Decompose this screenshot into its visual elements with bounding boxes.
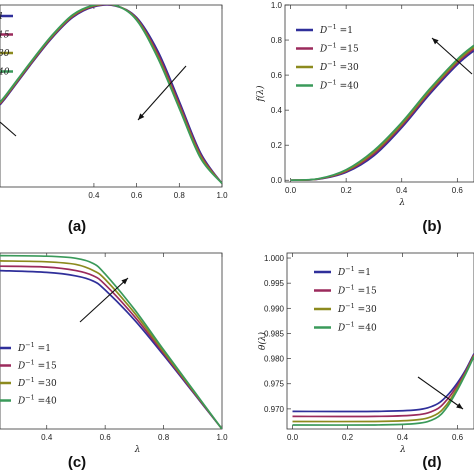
y-tick-label: 1.0 bbox=[271, 1, 283, 10]
x-tick-label: 0.8 bbox=[174, 191, 186, 200]
legend-entry: D−1 =40 bbox=[319, 79, 359, 92]
legend-entry: D−1 =1 bbox=[337, 265, 371, 278]
x-tick-label: 0.2 bbox=[341, 186, 353, 195]
legend: D−1 =1 D−1 =15 D−1 =30 D−1 =40 bbox=[0, 341, 57, 407]
series-line-2 bbox=[0, 5, 222, 184]
series-line-4 bbox=[290, 44, 474, 182]
y-tick-label: 0.975 bbox=[264, 380, 285, 389]
x-tick-label: 0.4 bbox=[88, 191, 100, 200]
trend-arrow bbox=[417, 376, 464, 410]
plot-frame bbox=[0, 4, 223, 188]
y-tick-label: 0.4 bbox=[271, 106, 283, 115]
series-line-1 bbox=[292, 353, 474, 413]
y-tick-label: 1.000 bbox=[264, 254, 285, 263]
legend-entry: 30 bbox=[0, 49, 10, 59]
x-axis-label: λ bbox=[134, 445, 141, 455]
x-tick-label: 1.0 bbox=[216, 433, 228, 442]
panel-label: (d) bbox=[422, 454, 441, 471]
y-axis-label: f(λ) bbox=[255, 85, 266, 103]
x-tick-label: 0.8 bbox=[158, 433, 170, 442]
panel-a: 0.4 0.6 0.8 1.0 1 15 30 40 (a) bbox=[0, 4, 228, 235]
arrow-head bbox=[432, 38, 439, 45]
legend-entry: D−1 =15 bbox=[17, 359, 57, 372]
plot-frame bbox=[284, 4, 474, 183]
x-tick-label: 0.6 bbox=[452, 186, 464, 195]
series-line-4 bbox=[0, 5, 222, 184]
trend-arrow bbox=[431, 37, 473, 75]
x-tick-label: 0.6 bbox=[100, 433, 112, 442]
series-line-1 bbox=[0, 269, 222, 429]
legend-entry: D−1 =1 bbox=[319, 23, 353, 36]
series-line-3 bbox=[290, 46, 474, 182]
x-tick-label: 0.4 bbox=[396, 186, 408, 195]
legend-entry: 1 bbox=[0, 12, 4, 22]
legend-entry: 40 bbox=[0, 68, 10, 78]
x-tick-label: 1.0 bbox=[216, 191, 228, 200]
arrow-head bbox=[456, 403, 463, 409]
legend-entry: D−1 =1 bbox=[17, 341, 51, 354]
legend: D−1 =1 D−1 =15 D−1 =30 D−1 =40 bbox=[314, 265, 377, 334]
series-line-1 bbox=[0, 5, 222, 184]
y-tick-label: 0.970 bbox=[264, 405, 285, 414]
series-line-4 bbox=[0, 254, 222, 429]
trend-arrow bbox=[79, 277, 129, 323]
panel-label: (a) bbox=[68, 218, 86, 235]
arrow-head bbox=[138, 113, 145, 120]
series-line-3 bbox=[0, 5, 222, 184]
y-axis-label: θ(λ) bbox=[257, 331, 268, 350]
x-tick-label: 0.0 bbox=[285, 186, 297, 195]
legend-entry: D−1 =40 bbox=[17, 394, 57, 407]
x-tick-label: 0.6 bbox=[452, 433, 464, 442]
x-tick-label: 0.6 bbox=[131, 191, 143, 200]
panel-c: 0.4 0.6 0.8 1.0 λ D−1 =1 D−1 =15 D−1 =30 D−1 =40… bbox=[0, 252, 228, 471]
y-tick-label: 0.0 bbox=[271, 176, 283, 185]
y-tick-label: 0.980 bbox=[264, 355, 285, 364]
y-tick-label: 0.995 bbox=[264, 279, 285, 288]
y-tick-label: 0.2 bbox=[271, 141, 283, 150]
y-tick-label: 0.6 bbox=[271, 71, 283, 80]
trend-arrow bbox=[137, 65, 187, 121]
x-tick-label: 0.0 bbox=[287, 433, 299, 442]
legend-entry: D−1 =40 bbox=[337, 321, 377, 334]
x-tick-label: 0.2 bbox=[342, 433, 354, 442]
y-tick-label: 0.985 bbox=[264, 329, 285, 338]
plot-frame bbox=[286, 252, 474, 430]
panel-label: (b) bbox=[422, 218, 441, 235]
panel-label: (c) bbox=[68, 454, 86, 471]
arrow-head bbox=[121, 278, 128, 285]
legend-entry: D−1 =30 bbox=[319, 60, 359, 73]
y-tick-label: 0.990 bbox=[264, 304, 285, 313]
series-line-2 bbox=[290, 48, 474, 182]
legend-entry: D−1 =30 bbox=[17, 376, 57, 389]
x-axis-label: λ bbox=[398, 198, 405, 208]
legend-entry: D−1 =15 bbox=[319, 42, 359, 55]
legend-entry: 15 bbox=[0, 31, 10, 41]
x-tick-label: 0.4 bbox=[41, 433, 53, 442]
legend: D−1 =1 D−1 =15 D−1 =30 D−1 =40 bbox=[296, 23, 359, 92]
plot-frame bbox=[0, 252, 223, 430]
x-axis-label: λ bbox=[399, 445, 406, 455]
legend: 1 15 30 40 bbox=[0, 12, 13, 78]
trend-arrow bbox=[0, 121, 17, 137]
legend-entry: D−1 =30 bbox=[337, 302, 377, 315]
x-tick-label: 0.4 bbox=[397, 433, 409, 442]
panel-b: 0.0 0.2 0.4 0.6 0.0 0.2 0.4 0.6 0.8 1.0 λ f(λ) D−1 =… bbox=[255, 1, 474, 235]
y-tick-label: 0.8 bbox=[271, 36, 283, 45]
panel-d: 0.0 0.2 0.4 0.6 0.970 0.975 0.980 0.985 0.990 0.9… bbox=[257, 252, 474, 471]
legend-entry: D−1 =15 bbox=[337, 284, 377, 297]
series-line-4 bbox=[292, 356, 474, 426]
